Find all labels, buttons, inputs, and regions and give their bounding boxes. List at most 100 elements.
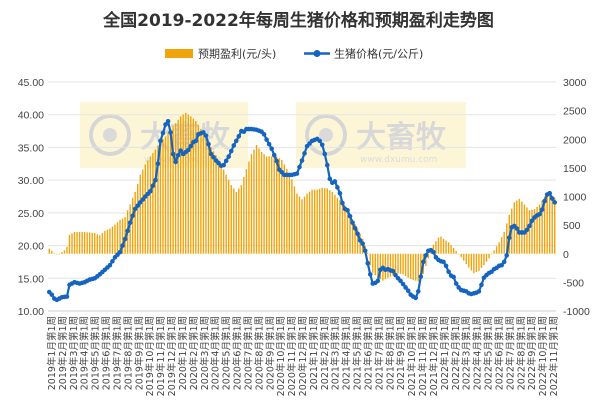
profit-bar (144, 164, 146, 254)
y-axis-left: 10.00 15.00 20.00 25.00 30.00 35.00 40.00 45.00 (18, 77, 44, 318)
profit-bar (210, 147, 212, 254)
y-left-tick-label: 35.00 (18, 142, 44, 154)
profit-bar (324, 188, 326, 254)
profit-bar (427, 253, 430, 259)
profit-bar (478, 253, 480, 271)
profit-bar (243, 177, 245, 254)
profit-bar (316, 189, 318, 254)
profit-bar (387, 253, 389, 278)
profit-bar (61, 252, 63, 254)
price-point (537, 211, 542, 217)
profit-bar (235, 191, 237, 254)
profit-bar (83, 231, 86, 254)
price-point (355, 231, 360, 237)
profit-bar (409, 253, 412, 279)
price-point (231, 143, 237, 148)
price-point (360, 241, 365, 246)
profit-bar (174, 123, 177, 254)
profit-bar (296, 193, 298, 254)
price-point (158, 138, 163, 144)
y-left-tick-label: 25.00 (18, 208, 44, 220)
profit-bar (442, 238, 445, 254)
profit-bar (465, 253, 467, 265)
x-tick-label: 2021年9月第1周 (395, 316, 407, 390)
profit-bar (217, 159, 220, 254)
x-tick-label: 2019年6月第1周 (101, 316, 113, 390)
profit-bar (238, 188, 240, 254)
profit-bar (265, 156, 268, 254)
x-tick-label: 2022年7月第1周 (504, 316, 516, 390)
price-point (403, 285, 408, 290)
profit-bar (407, 253, 409, 278)
profit-bar (349, 214, 351, 254)
x-tick-label: 2019年4月第1周 (79, 316, 91, 390)
price-point (451, 274, 456, 280)
watermark-right-url: www.dxumu.com (360, 155, 437, 165)
profit-bar (248, 161, 250, 254)
profit-bar (116, 222, 119, 254)
price-point (274, 158, 280, 164)
profit-bar (329, 190, 331, 254)
x-tick-label: 2020年1月第1周 (177, 316, 189, 390)
profit-bar (435, 241, 437, 254)
price-point (547, 190, 552, 196)
price-point (153, 177, 158, 183)
price-point (337, 190, 343, 196)
chart-legend: 预期盈利(元/头) 生猪价格(元/公斤) (165, 47, 423, 61)
profit-bar (149, 156, 152, 254)
price-point (228, 148, 234, 154)
price-point (163, 122, 168, 127)
profit-bar (392, 253, 394, 276)
profit-bar (546, 195, 548, 254)
profit-bar (51, 250, 53, 254)
price-point (271, 152, 277, 158)
profit-bar (458, 253, 460, 255)
price-point (261, 132, 267, 137)
y-right-tick-label: 2000 (563, 134, 587, 146)
y-left-tick-label: 40.00 (18, 110, 44, 122)
x-tick-label: 2021年8月第1周 (384, 316, 396, 390)
y-left-tick-label: 15.00 (18, 273, 44, 285)
x-tick-label: 2019年9月第1周 (133, 316, 145, 390)
profit-bar (450, 245, 452, 254)
profit-bar (490, 253, 493, 255)
profit-bar (104, 230, 106, 254)
price-point (367, 272, 373, 277)
profit-bar (142, 169, 144, 254)
profit-bar (270, 156, 273, 254)
x-tick-label: 2020年11月第1周 (286, 316, 298, 396)
profit-bar (109, 228, 111, 254)
x-tick-label: 2022年4月第1周 (472, 316, 484, 390)
profit-bar (137, 183, 139, 254)
x-tick-label: 2020年8月第1周 (253, 316, 265, 390)
profit-bar (394, 253, 397, 275)
profit-bar (437, 237, 440, 254)
price-point (120, 243, 125, 248)
price-point (193, 138, 199, 144)
price-point (400, 281, 406, 287)
profit-bar (334, 194, 336, 254)
profit-bar (162, 138, 164, 254)
price-point (529, 218, 535, 224)
profit-bar (101, 233, 104, 254)
profit-bar (303, 196, 306, 254)
profit-bar (215, 155, 217, 254)
profit-bar (369, 253, 371, 266)
profit-bar (185, 112, 187, 254)
profit-bar (500, 237, 503, 254)
price-point (322, 151, 328, 157)
profit-bar (263, 154, 265, 254)
profit-bar (498, 242, 500, 254)
x-tick-label: 2021年2月第1周 (319, 316, 331, 390)
profit-bar (354, 223, 356, 254)
profit-bar (460, 253, 462, 258)
profit-bar (253, 149, 255, 254)
profit-bar (331, 191, 334, 254)
price-point (236, 134, 242, 139)
price-point (148, 188, 153, 194)
price-point (264, 137, 269, 142)
profit-bar (129, 204, 131, 254)
profit-bar (538, 204, 541, 254)
price-point (431, 249, 436, 255)
